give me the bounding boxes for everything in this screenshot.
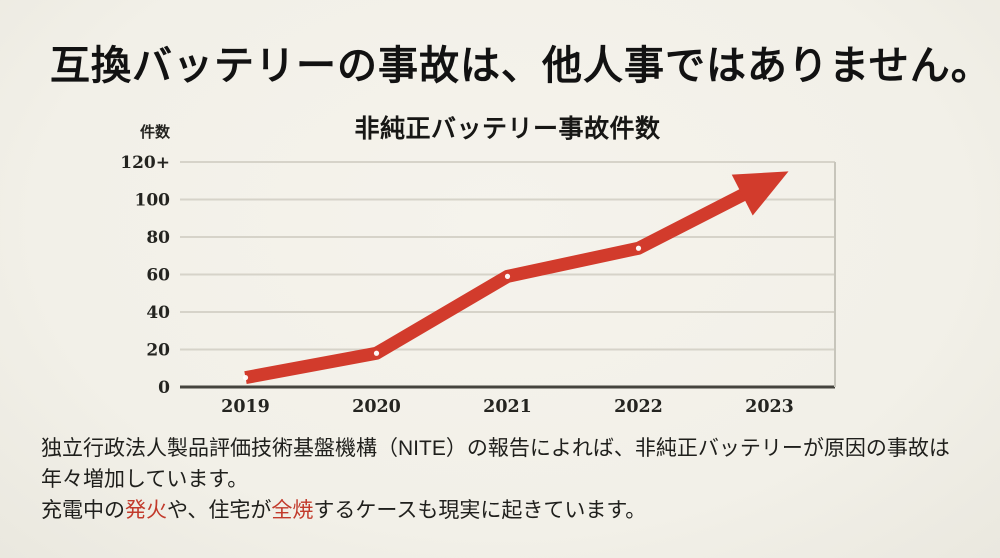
footer-line-3: 充電中の発火や、住宅が全焼するケースも現実に起きています。	[41, 495, 971, 526]
trend-line	[244, 184, 755, 385]
y-tick-label: 40	[146, 303, 170, 323]
x-tick-label: 2019	[221, 397, 270, 417]
x-tick-label: 2021	[483, 397, 532, 417]
data-point-marker	[242, 375, 249, 381]
y-tick-label: 120+	[120, 153, 170, 173]
y-tick-label: 80	[146, 228, 170, 248]
page-title: 互換バッテリーの事故は、他人事ではありません。	[50, 44, 992, 88]
y-tick-label: 60	[146, 266, 170, 286]
y-tick-label: 0	[158, 378, 170, 398]
chart-title: 非純正バッテリー事故件数	[354, 115, 661, 143]
footer-line-2: 年々増加しています。	[41, 468, 249, 491]
y-tick-label: 100	[135, 191, 171, 211]
data-point-marker	[373, 350, 380, 356]
x-tick-label: 2020	[352, 397, 401, 417]
x-tick-label: 2022	[614, 397, 663, 417]
data-point-marker	[504, 273, 511, 279]
footer-text-segment: 充電中の	[41, 499, 125, 522]
footer-text-segment: するケースも現実に起きています。	[313, 499, 647, 522]
x-tick-label: 2023	[745, 397, 794, 417]
footer-text-block: 独立行政法人製品評価技術基盤機構（NITE）の報告によれば、非純正バッテリーが原…	[41, 433, 971, 526]
highlighted-word: 発火	[125, 499, 167, 522]
footer-line-1: 独立行政法人製品評価技術基盤機構（NITE）の報告によれば、非純正バッテリーが原…	[41, 437, 950, 460]
footer-text-segment: や、住宅が	[167, 499, 272, 522]
trend-arrow-head	[731, 171, 789, 216]
y-axis-unit-label: 件数	[139, 124, 170, 141]
highlighted-word: 全焼	[271, 499, 314, 522]
y-tick-label: 20	[146, 341, 170, 361]
data-point-marker	[635, 245, 642, 251]
